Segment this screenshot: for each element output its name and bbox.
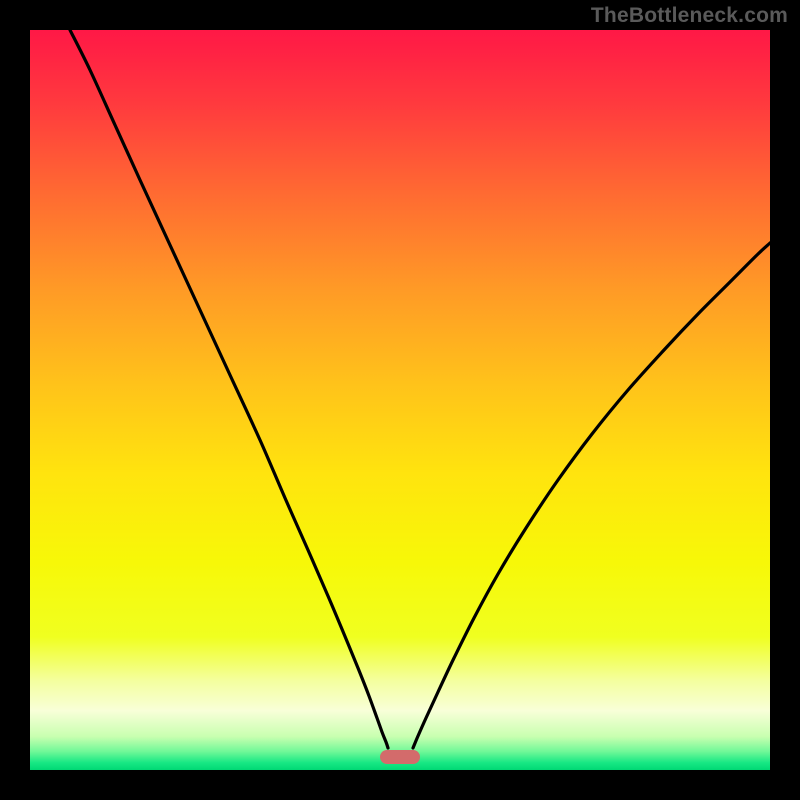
curve-layer bbox=[30, 30, 770, 770]
watermark-text: TheBottleneck.com bbox=[591, 4, 788, 28]
minimum-marker bbox=[380, 750, 420, 764]
curve-left-branch bbox=[70, 30, 388, 748]
curve-right-branch bbox=[413, 243, 770, 748]
chart-frame: TheBottleneck.com bbox=[0, 0, 800, 800]
plot-area bbox=[30, 30, 770, 770]
